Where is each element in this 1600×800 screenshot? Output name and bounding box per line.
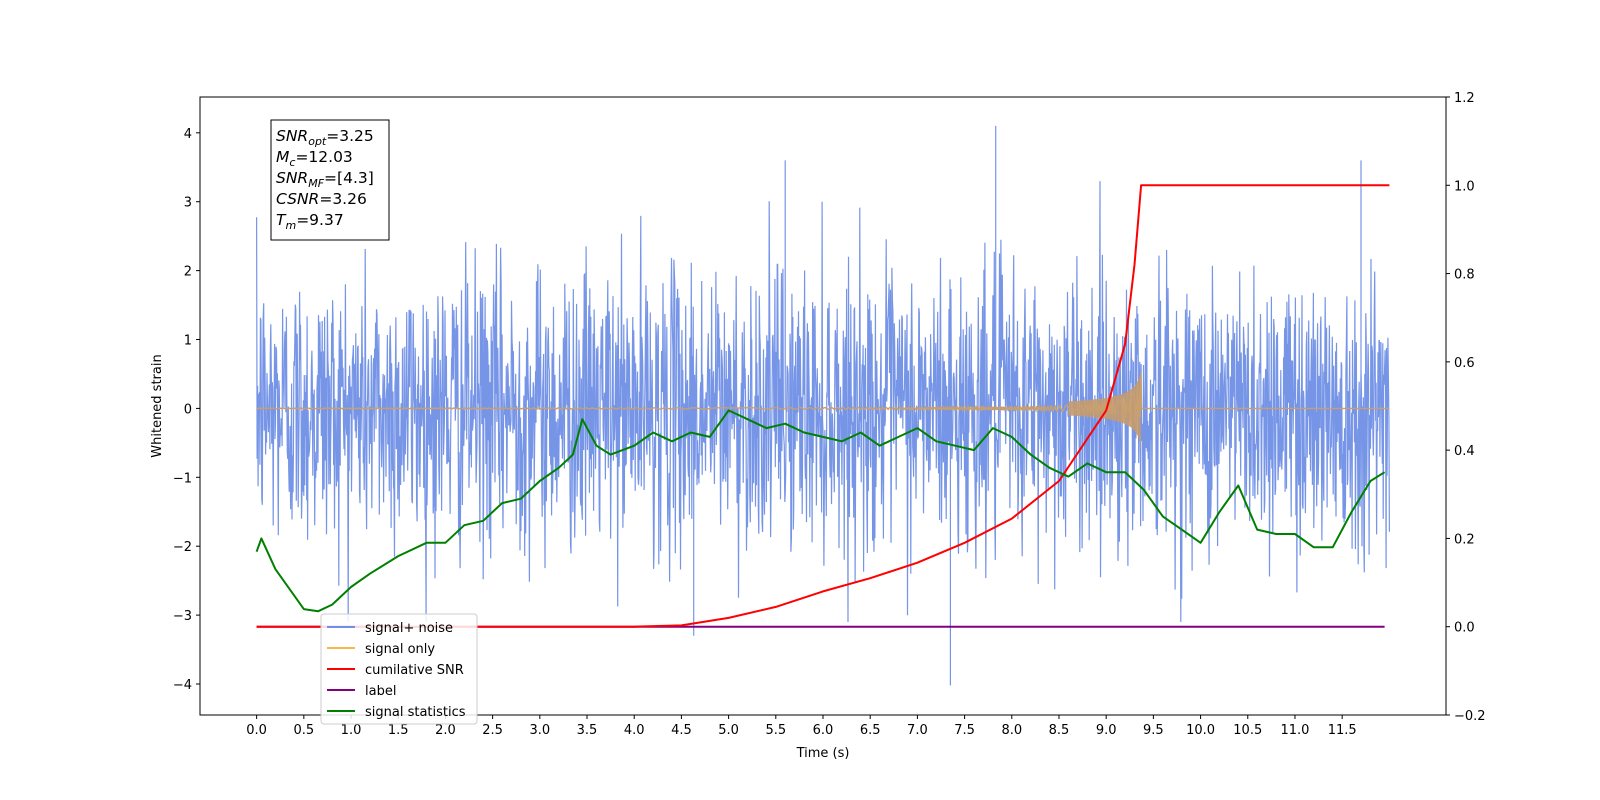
x-tick-label: 0.0 (246, 723, 267, 738)
x-tick-label: 1.5 (388, 723, 409, 738)
x-tick-label: 10.0 (1186, 723, 1215, 738)
legend-label: cumilative SNR (365, 663, 464, 678)
x-tick-label: 5.5 (765, 723, 786, 738)
legend-label: signal only (365, 642, 435, 657)
y2-tick-label: 0.8 (1454, 268, 1475, 283)
x-tick-label: 0.5 (293, 723, 314, 738)
x-tick-label: 11.0 (1280, 723, 1309, 738)
x-tick-label: 4.0 (624, 723, 645, 738)
x-tick-label: 2.5 (482, 723, 503, 738)
y-tick-label: −3 (173, 609, 192, 624)
x-tick-label: 8.5 (1049, 723, 1070, 738)
y-tick-label: 1 (184, 334, 192, 349)
y2-tick-label: 0.0 (1454, 621, 1475, 636)
y2-tick-label: 0.4 (1454, 444, 1475, 459)
x-tick-label: 5.0 (718, 723, 739, 738)
y-tick-label: 0 (184, 402, 192, 417)
series-signal-statistics (255, 409, 1386, 613)
y-axis-label: Whitened strain (150, 354, 165, 457)
legend-label: label (365, 684, 396, 699)
x-tick-label: 3.0 (529, 723, 550, 738)
x-tick-label: 6.0 (813, 723, 834, 738)
legend: signal+ noise signal only cumilative SNR la… (320, 613, 478, 725)
annotation-line: SNRMF=[4.3] (276, 169, 374, 190)
y-tick-label: 4 (184, 127, 192, 142)
x-tick-label: 1.0 (341, 723, 362, 738)
series-cumulative-snr (256, 184, 1390, 628)
annotation-line: Mc=12.03 (276, 148, 353, 169)
y2-tick-label: 1.0 (1454, 179, 1475, 194)
x-tick-label: 7.5 (954, 723, 975, 738)
annotation-frame (270, 119, 390, 241)
annotation-line: Tm=9.37 (276, 211, 344, 232)
series-signal-noise (256, 125, 1390, 686)
x-tick-label: 4.5 (671, 723, 692, 738)
plot-area (255, 125, 1390, 686)
series-signal-only (256, 372, 1390, 425)
x-tick-label: 8.0 (1001, 723, 1022, 738)
y2-tick-label: 0.6 (1454, 356, 1475, 371)
y-tick-label: 3 (184, 196, 192, 211)
x-tick-label: 7.0 (907, 723, 928, 738)
x-tick-label: 3.5 (577, 723, 598, 738)
x-tick-label: 11.5 (1328, 723, 1357, 738)
annotation-line: SNRopt=3.25 (276, 127, 374, 148)
y2-tick-label: 0.2 (1454, 532, 1475, 547)
y-tick-label: −2 (173, 540, 192, 555)
legend-frame (320, 613, 478, 725)
x-tick-label: 2.0 (435, 723, 456, 738)
y-tick-label: 2 (184, 265, 192, 280)
x-tick-label: 10.5 (1233, 723, 1262, 738)
annotation-line: CSNR=3.26 (276, 190, 367, 208)
y-tick-label: −4 (173, 678, 192, 693)
x-axis-label: Time (s) (796, 746, 850, 761)
x-tick-label: 6.5 (860, 723, 881, 738)
x-tick-label: 9.5 (1143, 723, 1164, 738)
legend-label: signal statistics (365, 705, 466, 720)
x-tick-label: 9.0 (1096, 723, 1117, 738)
axes: 0.0 0.5 1.0 1.5 2.0 2.5 3.0 3.5 4.0 4.5 5.0 5.5 6.0 6… (173, 91, 1486, 738)
legend-label: signal+ noise (365, 621, 453, 636)
y2-tick-label: 1.2 (1454, 91, 1475, 106)
y-tick-label: −1 (173, 471, 192, 486)
y2-tick-label: −0.2 (1454, 709, 1486, 724)
